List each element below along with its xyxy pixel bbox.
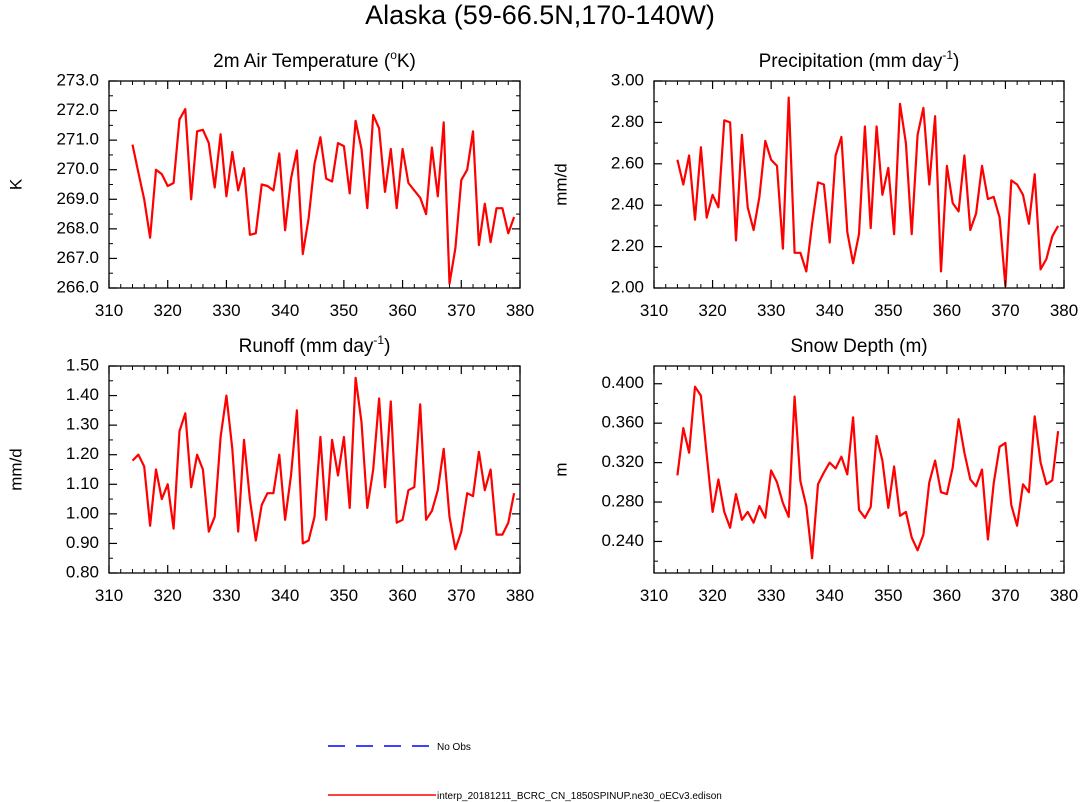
panel-title: Precipitation (mm day-1): [759, 48, 960, 72]
y-tick-label: 1.40: [66, 385, 99, 404]
series-line-0: [131, 107, 516, 285]
panel-title-superscript: -1: [942, 48, 953, 62]
x-tick-label: 370: [991, 586, 1019, 605]
x-tick-label: 340: [271, 301, 299, 320]
y-tick-label: 2.60: [611, 153, 644, 172]
panel-title: Runoff (mm day-1): [239, 333, 391, 357]
y-tick-label: 2.00: [611, 277, 644, 296]
y-tick-label: 2.20: [611, 236, 644, 255]
y-axis-label: m: [551, 462, 570, 476]
x-tick-label: 310: [640, 301, 668, 320]
y-tick-label: 2.80: [611, 112, 644, 131]
y-tick-label: 271.0: [56, 130, 99, 149]
x-tick-label: 330: [212, 301, 240, 320]
x-tick-label: 310: [95, 586, 123, 605]
y-tick-label: 0.90: [66, 533, 99, 552]
legend-label-no-obs: No Obs: [437, 742, 471, 753]
x-tick-label: 330: [757, 586, 785, 605]
x-tick-label: 340: [271, 586, 299, 605]
y-axis-label: K: [6, 178, 25, 190]
panel-title-tail: ): [384, 336, 390, 357]
y-tick-label: 0.80: [66, 562, 99, 581]
x-tick-label: 370: [991, 301, 1019, 320]
panel-title: 2m Air Temperature (oK): [213, 48, 416, 72]
x-tick-label: 360: [933, 301, 961, 320]
panel-temperature: 2m Air Temperature (oK) K 310 320 330 340 350 3…: [6, 48, 534, 320]
x-tick-label: 350: [330, 301, 358, 320]
y-tick-label: 0.360: [601, 413, 644, 432]
x-tick-label: 330: [212, 586, 240, 605]
y-tick-label: 1.50: [66, 355, 99, 374]
y-tick-label: 1.10: [66, 474, 99, 493]
figure-title: Alaska (59-66.5N,170-140W): [365, 0, 715, 30]
y-tick-label: 270.0: [56, 159, 99, 178]
x-tick-label: 320: [154, 301, 182, 320]
panel-title-main: 2m Air Temperature (: [213, 51, 391, 72]
y-tick-label: 1.20: [66, 444, 99, 463]
x-tick-label: 360: [933, 586, 961, 605]
panel-title-tail: K): [397, 51, 416, 72]
panel-precipitation: Precipitation (mm day-1) mm/d 310 320 330 340…: [551, 48, 1078, 320]
x-tick-label: 380: [506, 586, 534, 605]
x-tick-label: 370: [447, 301, 475, 320]
y-tick-label: 0.320: [601, 452, 644, 471]
y-tick-label: 0.280: [601, 492, 644, 511]
x-tick-label: 370: [447, 586, 475, 605]
y-tick-label: 0.240: [601, 531, 644, 550]
x-tick-label: 320: [698, 586, 726, 605]
x-tick-label: 310: [95, 301, 123, 320]
x-tick-label: 380: [506, 301, 534, 320]
x-tick-label: 380: [1050, 586, 1078, 605]
y-tick-label: 272.0: [56, 100, 99, 119]
series-line-0: [131, 376, 516, 551]
panel-title-superscript: o: [390, 48, 397, 62]
y-tick-label: 3.00: [611, 70, 644, 89]
x-tick-label: 350: [874, 586, 902, 605]
x-tick-label: 320: [154, 586, 182, 605]
x-tick-label: 360: [388, 301, 416, 320]
panel-title-tail: ): [953, 51, 959, 72]
legend: No Obs interp_20181211_BCRC_CN_1850SPINU…: [328, 742, 722, 802]
y-tick-label: 273.0: [56, 70, 99, 89]
panel-runoff: Runoff (mm day-1) mm/d 310 320 330 340 350 360 3…: [6, 333, 534, 605]
series-line-0: [676, 96, 1060, 287]
y-tick-label: 0.400: [601, 373, 644, 392]
y-tick-label: 2.40: [611, 195, 644, 214]
x-tick-label: 350: [330, 586, 358, 605]
panel-title-superscript: -1: [373, 333, 384, 347]
panel-title: Snow Depth (m): [790, 336, 927, 357]
x-tick-label: 330: [757, 301, 785, 320]
panel-title-main: Snow Depth (m): [790, 336, 927, 357]
x-tick-label: 360: [388, 586, 416, 605]
y-tick-label: 1.00: [66, 503, 99, 522]
y-tick-label: 268.0: [56, 218, 99, 237]
x-tick-label: 320: [698, 301, 726, 320]
panel-title-main: Runoff (mm day: [239, 336, 374, 357]
x-tick-label: 350: [874, 301, 902, 320]
y-tick-label: 266.0: [56, 277, 99, 296]
y-tick-label: 269.0: [56, 189, 99, 208]
legend-label-model: interp_20181211_BCRC_CN_1850SPINUP.ne30_…: [437, 791, 722, 802]
x-tick-label: 380: [1050, 301, 1078, 320]
panel-snow-depth: Snow Depth (m) m 310 320 330 340 350 360 370 380 0…: [551, 336, 1078, 605]
x-tick-label: 310: [640, 586, 668, 605]
series-line-0: [676, 385, 1060, 560]
plot-frame: [653, 365, 1065, 574]
y-tick-label: 267.0: [56, 248, 99, 267]
y-axis-label: mm/d: [551, 163, 570, 206]
x-tick-label: 340: [816, 301, 844, 320]
panel-title-main: Precipitation (mm day: [759, 51, 943, 72]
x-tick-label: 340: [816, 586, 844, 605]
y-tick-label: 1.30: [66, 415, 99, 434]
panels: 2m Air Temperature (oK) K 310 320 330 340 350 3…: [6, 48, 1078, 605]
y-axis-label: mm/d: [6, 448, 25, 491]
